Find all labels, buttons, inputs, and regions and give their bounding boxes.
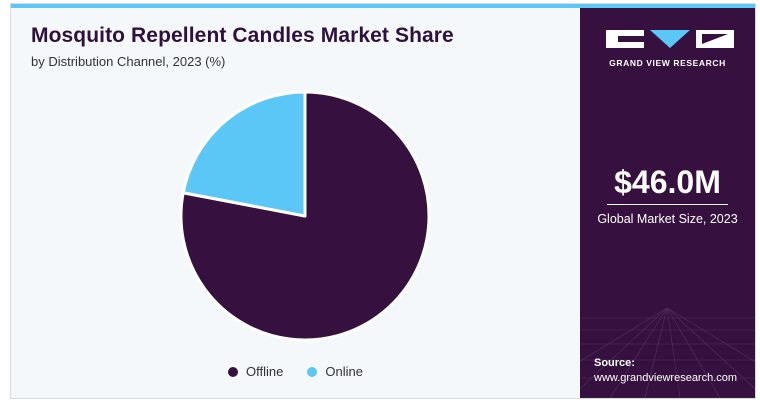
brand-logo-icon	[606, 30, 734, 48]
legend-label-offline: Offline	[246, 364, 284, 379]
source-url[interactable]: www.grandviewresearch.com	[594, 372, 738, 384]
chart-card: Mosquito Repellent Candles Market Share …	[10, 3, 756, 399]
info-sidebar: GRAND VIEW RESEARCH $46.0M Global Market…	[580, 8, 755, 398]
legend-label-online: Online	[325, 364, 363, 379]
grid-decoration	[580, 307, 755, 398]
chart-legend: Offline Online	[11, 364, 580, 379]
legend-swatch-online	[307, 366, 318, 377]
market-size-label: Global Market Size, 2023	[597, 212, 738, 226]
market-size-value: $46.0M	[614, 164, 721, 200]
divider-line	[607, 204, 728, 205]
brand-name: GRAND VIEW RESEARCH	[609, 58, 726, 68]
accent-bar	[11, 4, 755, 8]
legend-swatch-offline	[228, 366, 239, 377]
source-label: Source:	[594, 357, 635, 369]
chart-subtitle: by Distribution Channel, 2023 (%)	[31, 54, 226, 69]
pie-chart	[179, 90, 431, 342]
legend-item-online: Online	[307, 364, 363, 379]
chart-panel: Mosquito Repellent Candles Market Share …	[11, 8, 580, 398]
pie-slice-online	[181, 90, 307, 218]
legend-item-offline: Offline	[228, 364, 283, 379]
chart-title: Mosquito Repellent Candles Market Share	[31, 24, 454, 47]
